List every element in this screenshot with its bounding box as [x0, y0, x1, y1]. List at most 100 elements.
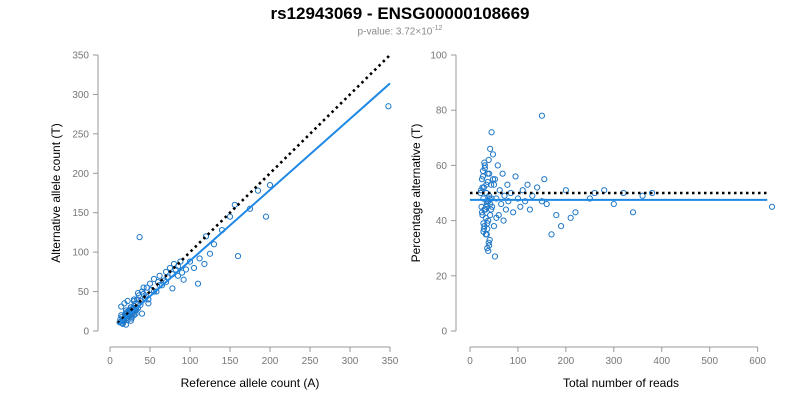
data-point	[639, 192, 646, 199]
data-point	[234, 252, 242, 260]
data-point	[491, 253, 499, 260]
y-tick-label: 60	[436, 161, 448, 172]
data-point	[512, 173, 519, 180]
data-point	[182, 266, 190, 273]
x-tick-label: 0	[467, 356, 473, 367]
data-point	[548, 231, 555, 238]
y-tick-label: 100	[72, 248, 89, 259]
x-tick-label: 600	[749, 356, 766, 367]
y-tick-label: 20	[436, 271, 448, 282]
x-tick-label: 350	[382, 356, 399, 367]
data-point	[500, 217, 507, 224]
data-point	[488, 129, 495, 136]
data-point	[481, 162, 488, 169]
data-point	[134, 296, 141, 303]
data-point	[586, 195, 593, 202]
data-point	[494, 162, 501, 169]
data-point	[649, 189, 656, 197]
chart-subtitle: p-value: 3.72×10-12	[0, 25, 800, 37]
y-tick-label: 0	[83, 327, 89, 338]
data-point	[502, 206, 510, 213]
data-point	[514, 195, 522, 202]
x-tick-label: 200	[558, 356, 575, 367]
data-point	[486, 242, 493, 249]
data-point	[134, 290, 142, 297]
x-tick-label: 300	[605, 356, 622, 367]
data-point	[501, 192, 508, 199]
data-point	[496, 187, 503, 194]
y-tick-label: 80	[436, 106, 448, 117]
data-point	[488, 195, 495, 202]
data-point	[538, 198, 546, 205]
data-point	[504, 181, 511, 188]
data-point	[254, 187, 262, 194]
y-tick-label: 250	[72, 129, 89, 140]
data-point	[489, 176, 497, 183]
data-point	[489, 151, 497, 158]
data-point	[538, 112, 546, 119]
data-point	[385, 103, 392, 110]
y-tick-label: 40	[436, 216, 448, 227]
x-tick-label: 400	[653, 356, 670, 367]
x-tick-label: 100	[182, 356, 199, 367]
data-point	[510, 209, 517, 216]
data-point	[186, 258, 194, 265]
data-point	[505, 198, 512, 205]
data-point	[180, 276, 187, 283]
data-point	[201, 260, 208, 268]
data-point	[121, 300, 128, 307]
x-tick-label: 150	[222, 356, 239, 367]
x-axis-label: Total number of reads	[563, 376, 679, 390]
y-tick-label: 50	[78, 287, 90, 298]
y-tick-label: 200	[72, 169, 89, 180]
data-point	[483, 203, 490, 210]
data-point	[118, 303, 125, 310]
data-point	[122, 321, 130, 328]
data-point	[194, 280, 202, 287]
data-point	[485, 239, 492, 246]
data-point	[196, 255, 203, 262]
data-point	[487, 206, 495, 213]
x-tick-label: 250	[302, 356, 319, 367]
data-point	[499, 170, 506, 177]
data-point	[485, 156, 492, 163]
data-point	[484, 225, 491, 232]
data-point	[526, 206, 534, 213]
allele-count-scatter-panel: 0 50 100 150 200 250 300 350 0 50 100 150 200 250 300 3…	[49, 51, 399, 391]
data-point	[210, 241, 218, 248]
chart-title: rs12943069 - ENSG00000108669	[270, 4, 530, 23]
data-point	[169, 285, 176, 292]
data-point	[487, 145, 494, 152]
reference-dotted-line	[117, 54, 391, 325]
data-point	[524, 181, 531, 188]
data-point	[567, 214, 574, 221]
data-point	[143, 284, 150, 291]
y-tick-label: 350	[72, 51, 89, 62]
data-point	[262, 213, 270, 220]
y-axis-label: Percentage alternative (T)	[409, 124, 423, 263]
data-point	[156, 272, 163, 279]
data-point	[493, 214, 500, 221]
x-tick-label: 100	[510, 356, 527, 367]
data-point	[145, 300, 152, 307]
x-tick-label: 200	[262, 356, 279, 367]
data-point	[127, 317, 134, 324]
data-point	[482, 214, 489, 221]
percentage-alternative-scatter-panel: 0 100 200 300 400 500 600 0 20 40 60 80 100 Total num…	[409, 51, 776, 390]
data-point	[768, 203, 776, 210]
data-point	[146, 280, 154, 287]
data-point	[174, 272, 182, 279]
y-tick-label: 100	[430, 51, 447, 62]
data-point	[519, 187, 526, 194]
data-point	[479, 184, 486, 191]
data-point	[487, 211, 494, 219]
x-tick-label: 0	[107, 356, 113, 367]
y-tick-label: 150	[72, 208, 89, 219]
data-point	[490, 223, 498, 230]
data-point	[177, 258, 184, 265]
x-tick-label: 300	[342, 356, 359, 367]
data-point	[158, 282, 166, 289]
y-tick-label: 0	[441, 327, 447, 338]
data-point	[522, 198, 529, 205]
